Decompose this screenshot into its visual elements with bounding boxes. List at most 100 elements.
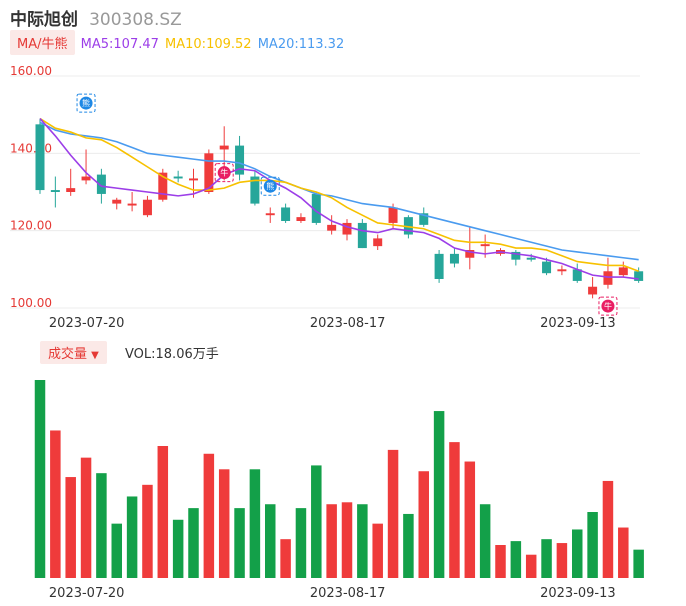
ma10-legend: MA10:109.52	[165, 37, 252, 52]
price-grid	[10, 75, 640, 309]
candle-body	[127, 203, 137, 206]
candle-body	[158, 172, 168, 200]
volume-bar	[464, 461, 476, 578]
moving-average-lines	[39, 117, 639, 280]
volume-bar	[587, 512, 598, 578]
candle-body	[66, 188, 76, 192]
volume-indicator-tag[interactable]: 成交量 ▼	[40, 341, 107, 364]
candle-body	[588, 286, 598, 295]
candle-body	[388, 207, 398, 223]
x-tick-label: 2023-08-17	[310, 586, 386, 601]
candle-body	[542, 261, 552, 274]
candle-body	[250, 176, 260, 204]
candle-body	[96, 174, 106, 194]
volume-bar	[372, 523, 383, 578]
ma20-legend: MA20:113.32	[257, 37, 345, 52]
volume-bar	[495, 545, 506, 578]
volume-bar	[234, 508, 245, 578]
volume-bar	[265, 504, 276, 578]
volume-bar	[249, 469, 261, 578]
bull-marker-icon: 牛	[598, 296, 618, 316]
candle-body	[618, 267, 628, 276]
volume-bar	[126, 496, 138, 578]
stock-name: 中际旭创	[10, 10, 78, 30]
x-tick-label: 2023-07-20	[49, 316, 125, 331]
stock-header: 中际旭创 300308.SZ	[10, 5, 182, 30]
volume-bar	[34, 380, 46, 578]
marker-frame	[598, 296, 618, 316]
volume-value: VOL:18.06万手	[125, 347, 219, 362]
volume-bar	[433, 411, 445, 578]
candle-body	[572, 269, 582, 281]
volume-bar	[556, 543, 568, 578]
candle-body	[281, 207, 291, 221]
ma5-legend: MA5:107.47	[80, 37, 159, 52]
candle-body	[434, 253, 444, 279]
candle-body	[449, 253, 459, 264]
candlestick-series	[35, 118, 644, 299]
candle-body	[35, 124, 45, 191]
volume-bar	[142, 484, 153, 578]
candle-body	[634, 271, 644, 281]
volume-bar	[280, 539, 291, 578]
volume-bar	[341, 502, 353, 578]
candle-body	[265, 213, 275, 216]
candle-body	[189, 178, 198, 181]
volume-bar	[172, 519, 184, 578]
volume-bar	[157, 446, 169, 578]
volume-bar	[387, 449, 399, 578]
candle-body	[419, 213, 429, 225]
x-tick-label: 2023-08-17	[310, 316, 386, 331]
candle-body	[327, 224, 337, 231]
volume-bar	[525, 554, 537, 578]
candle-body	[373, 238, 383, 247]
date-axis: 2023-07-20 2023-07-20 2023-08-17 2023-08-17…	[49, 316, 616, 601]
volume-bar	[572, 529, 583, 578]
marker-dot	[217, 166, 231, 180]
volume-bar	[218, 469, 230, 578]
price-axis: 160.00 140.00 120.00 100.00	[10, 64, 52, 310]
candle-body	[603, 271, 613, 285]
marker-label: 熊	[82, 98, 90, 108]
volume-bar	[418, 471, 429, 578]
volume-bar	[403, 513, 414, 578]
volume-bar	[633, 549, 644, 578]
x-tick-label: 2023-09-13	[540, 316, 616, 331]
x-tick-label: 2023-09-13	[540, 586, 616, 601]
volume-bar	[602, 480, 614, 578]
y-tick-label: 140.00	[10, 141, 52, 155]
volume-bar	[449, 442, 460, 578]
x-tick-label: 2023-07-20	[49, 586, 125, 601]
ma-indicator-tag[interactable]: MA/牛熊	[10, 30, 75, 55]
marker-dot	[263, 179, 277, 193]
candle-body	[173, 176, 183, 179]
candle-body	[342, 222, 352, 235]
bear-marker-icon: 熊	[260, 176, 280, 196]
volume-legend: 成交量 ▼ VOL:18.06万手	[40, 341, 219, 364]
y-tick-label: 120.00	[10, 219, 52, 233]
ma10-line	[39, 117, 639, 273]
candle-body	[112, 199, 122, 204]
stock-code: 300308.SZ	[89, 10, 182, 30]
volume-bar	[111, 523, 122, 578]
marker-label: 熊	[266, 181, 274, 191]
volume-bars	[34, 380, 644, 578]
volume-bar	[80, 457, 92, 578]
volume-bar	[295, 508, 307, 578]
candle-body	[296, 217, 306, 221]
candle-body	[357, 222, 367, 249]
ma5-line	[39, 118, 639, 280]
candle-body	[480, 244, 490, 247]
marker-frame	[260, 176, 280, 196]
volume-bar	[311, 465, 322, 578]
candle-body	[142, 199, 152, 216]
marker-label: 牛	[220, 168, 228, 178]
volume-bar	[326, 504, 337, 578]
marker-dot	[79, 96, 93, 110]
y-tick-label: 160.00	[10, 64, 52, 78]
volume-bar	[510, 541, 522, 578]
candle-body	[311, 193, 321, 223]
candle-body	[465, 250, 475, 258]
